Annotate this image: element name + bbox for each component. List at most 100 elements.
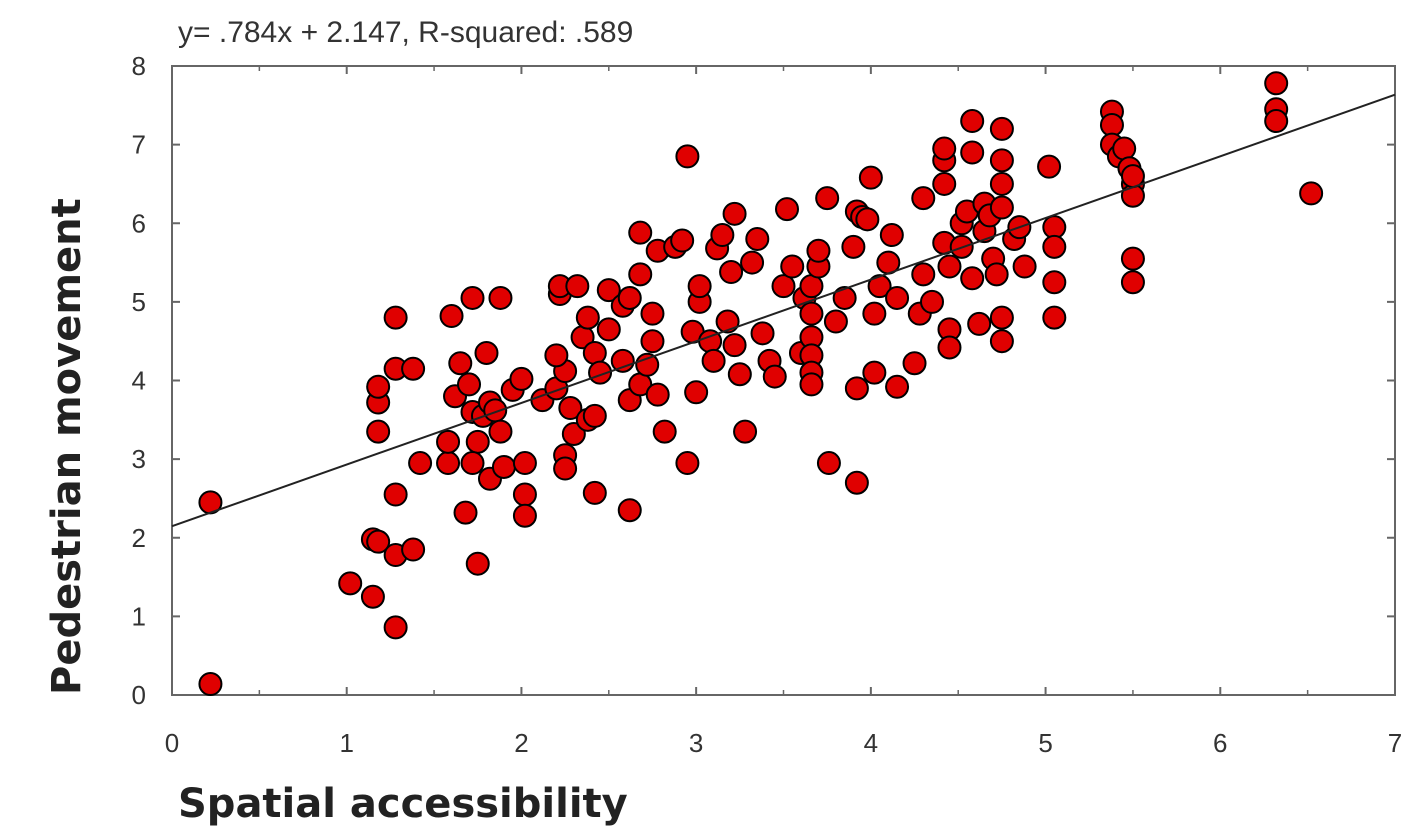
data-point	[383, 305, 408, 330]
data-point	[989, 116, 1014, 141]
data-point	[408, 451, 433, 476]
data-point	[488, 419, 513, 444]
data-point	[383, 482, 408, 507]
data-point	[806, 238, 831, 263]
data-point	[1037, 154, 1062, 179]
y-tick-label: 1	[132, 601, 146, 631]
data-point	[582, 480, 607, 505]
data-point	[932, 171, 957, 196]
data-point	[465, 429, 490, 454]
data-point	[1120, 270, 1145, 295]
x-tick-label: 1	[339, 728, 353, 758]
data-point	[719, 259, 744, 284]
y-tick-label: 8	[132, 51, 146, 81]
data-point	[844, 376, 869, 401]
data-point	[457, 372, 482, 397]
chart-title: y= .784x + 2.147, R-squared: .589	[178, 16, 633, 49]
data-point	[1264, 109, 1289, 134]
data-point	[862, 301, 887, 326]
data-point	[640, 301, 665, 326]
data-point	[366, 374, 391, 399]
data-point	[460, 285, 485, 310]
x-tick-label: 6	[1213, 728, 1227, 758]
data-point	[932, 136, 957, 161]
data-point	[575, 305, 600, 330]
data-point	[553, 456, 578, 481]
data-point	[1042, 305, 1067, 330]
data-point	[491, 454, 516, 479]
x-tick-label: 0	[165, 728, 179, 758]
data-point	[670, 228, 695, 253]
data-point	[762, 364, 787, 389]
data-point	[862, 360, 887, 385]
data-point	[902, 351, 927, 376]
data-point	[675, 144, 700, 169]
data-point	[448, 351, 473, 376]
data-point	[512, 482, 537, 507]
data-point	[512, 503, 537, 528]
data-point	[715, 309, 740, 334]
data-point	[617, 498, 642, 523]
data-point	[460, 451, 485, 476]
data-point	[799, 301, 824, 326]
x-tick-label: 4	[864, 728, 878, 758]
data-point	[750, 321, 775, 346]
data-point	[989, 171, 1014, 196]
y-tick-label: 5	[132, 287, 146, 317]
data-point	[989, 195, 1014, 220]
data-point	[937, 335, 962, 360]
data-point	[596, 278, 621, 303]
x-tick-label: 2	[514, 728, 528, 758]
y-tick-label: 3	[132, 444, 146, 474]
data-point	[879, 223, 904, 248]
data-point	[512, 451, 537, 476]
y-axis: 0 1 2 3 4 5 6 7 8	[132, 51, 1395, 710]
data-point	[740, 250, 765, 275]
data-point	[617, 285, 642, 310]
data-point	[488, 285, 513, 310]
data-point	[989, 329, 1014, 354]
data-point	[561, 421, 586, 446]
data-point	[710, 223, 735, 248]
data-point	[401, 356, 426, 381]
data-points	[198, 71, 1324, 696]
data-point	[989, 148, 1014, 173]
data-point	[635, 352, 660, 377]
data-point	[509, 366, 534, 391]
data-point	[960, 140, 985, 165]
data-point	[885, 374, 910, 399]
data-point	[366, 419, 391, 444]
data-point	[366, 529, 391, 554]
y-axis-title: Pedestrian movement	[44, 198, 90, 695]
data-point	[1042, 270, 1067, 295]
data-point	[727, 362, 752, 387]
data-point	[771, 274, 796, 299]
data-point	[960, 266, 985, 291]
y-tick-label: 2	[132, 523, 146, 553]
data-point	[1264, 71, 1289, 96]
data-point	[823, 309, 848, 334]
x-axis-title: Spatial accessibility	[178, 781, 628, 827]
data-point	[582, 403, 607, 428]
x-tick-label: 3	[689, 728, 703, 758]
regression-line	[171, 93, 1396, 528]
data-point	[684, 380, 709, 405]
data-point	[844, 470, 869, 495]
data-point	[1042, 234, 1067, 259]
data-point	[780, 254, 805, 279]
data-point	[383, 615, 408, 640]
data-point	[1112, 136, 1137, 161]
data-point	[465, 551, 490, 576]
data-point	[745, 226, 770, 251]
data-point	[989, 305, 1014, 330]
data-point	[439, 304, 464, 329]
data-point	[1299, 181, 1324, 206]
data-point	[816, 451, 841, 476]
data-point	[544, 343, 569, 368]
data-point	[687, 274, 712, 299]
y-tick-label: 4	[132, 366, 146, 396]
data-point	[474, 340, 499, 365]
data-point	[911, 262, 936, 287]
data-point	[436, 451, 461, 476]
data-point	[967, 311, 992, 336]
